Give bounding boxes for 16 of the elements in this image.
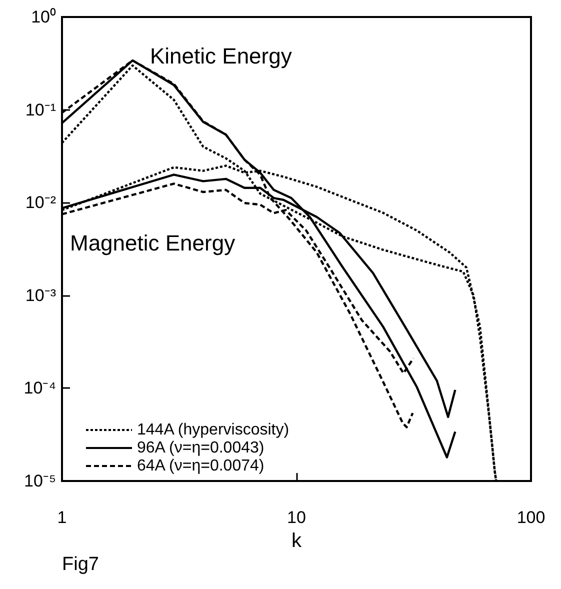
y-tick-label: 10⁰: [31, 8, 56, 26]
caption: Fig7: [62, 554, 99, 575]
y-tick-label: 10⁻³: [25, 286, 56, 305]
x-tick-label: 10: [287, 508, 306, 527]
x-tick-label: 1: [57, 508, 67, 527]
y-tick-label: 10⁻¹: [25, 100, 56, 120]
y-tick-label: 10⁻⁵: [24, 472, 56, 490]
x-tick-label: 100: [516, 508, 546, 527]
y-tick-label: 10⁻⁴: [24, 378, 56, 398]
annotation: Magnetic Energy: [70, 230, 236, 256]
legend-label: 64A (ν=η=0.0074): [137, 458, 264, 474]
legend-label: 96A (ν=η=0.0043): [137, 440, 264, 456]
x-axis-title: k: [292, 530, 302, 552]
legend-label: 144A (hyperviscosity): [137, 422, 290, 438]
annotation: Kinetic Energy: [150, 44, 292, 68]
y-tick-label: 10⁻²: [25, 193, 56, 212]
